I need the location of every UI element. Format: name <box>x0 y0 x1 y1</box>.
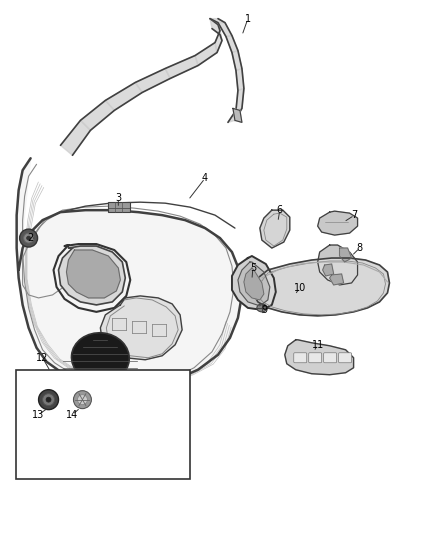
Polygon shape <box>218 22 232 37</box>
Polygon shape <box>81 100 114 131</box>
Polygon shape <box>330 274 343 285</box>
Polygon shape <box>218 25 222 41</box>
Polygon shape <box>60 120 90 155</box>
Polygon shape <box>318 245 357 285</box>
Polygon shape <box>238 262 270 306</box>
Polygon shape <box>236 88 244 110</box>
Polygon shape <box>228 108 242 123</box>
Polygon shape <box>59 246 125 305</box>
Ellipse shape <box>257 304 267 312</box>
Ellipse shape <box>46 397 51 402</box>
Text: 7: 7 <box>351 210 358 220</box>
Text: 9: 9 <box>262 305 268 315</box>
FancyBboxPatch shape <box>108 202 130 212</box>
Polygon shape <box>323 264 334 276</box>
Ellipse shape <box>78 394 88 405</box>
Polygon shape <box>17 158 242 386</box>
Text: 14: 14 <box>66 410 78 419</box>
Ellipse shape <box>20 229 38 247</box>
Text: 13: 13 <box>32 410 45 419</box>
Polygon shape <box>260 210 290 248</box>
Text: 3: 3 <box>115 193 121 203</box>
Ellipse shape <box>24 233 34 243</box>
Polygon shape <box>232 51 242 70</box>
Ellipse shape <box>42 394 54 406</box>
FancyBboxPatch shape <box>324 353 337 363</box>
Polygon shape <box>165 55 198 78</box>
Polygon shape <box>244 268 264 300</box>
Polygon shape <box>236 69 244 91</box>
Text: 12: 12 <box>36 353 49 363</box>
Polygon shape <box>106 83 142 110</box>
Polygon shape <box>226 36 238 53</box>
Polygon shape <box>339 248 352 262</box>
Polygon shape <box>135 69 170 92</box>
Ellipse shape <box>74 391 92 409</box>
FancyBboxPatch shape <box>339 353 352 363</box>
Text: 1: 1 <box>245 14 251 23</box>
Text: 6: 6 <box>277 205 283 215</box>
Polygon shape <box>233 108 242 123</box>
Polygon shape <box>100 296 182 360</box>
Text: 4: 4 <box>202 173 208 183</box>
FancyBboxPatch shape <box>294 353 307 363</box>
FancyBboxPatch shape <box>309 353 321 363</box>
Text: 11: 11 <box>311 340 324 350</box>
Polygon shape <box>318 211 357 235</box>
Polygon shape <box>195 43 217 66</box>
Ellipse shape <box>27 236 31 240</box>
Text: 5: 5 <box>250 263 256 273</box>
Polygon shape <box>285 340 353 375</box>
Text: 8: 8 <box>357 243 363 253</box>
Polygon shape <box>232 256 276 310</box>
Polygon shape <box>254 258 389 316</box>
Ellipse shape <box>71 333 129 383</box>
Ellipse shape <box>39 390 59 410</box>
FancyBboxPatch shape <box>16 370 190 480</box>
Polygon shape <box>215 30 222 53</box>
Polygon shape <box>210 19 225 22</box>
Text: 10: 10 <box>293 283 306 293</box>
Text: 2: 2 <box>28 233 34 243</box>
Polygon shape <box>210 19 220 35</box>
Polygon shape <box>67 250 120 298</box>
